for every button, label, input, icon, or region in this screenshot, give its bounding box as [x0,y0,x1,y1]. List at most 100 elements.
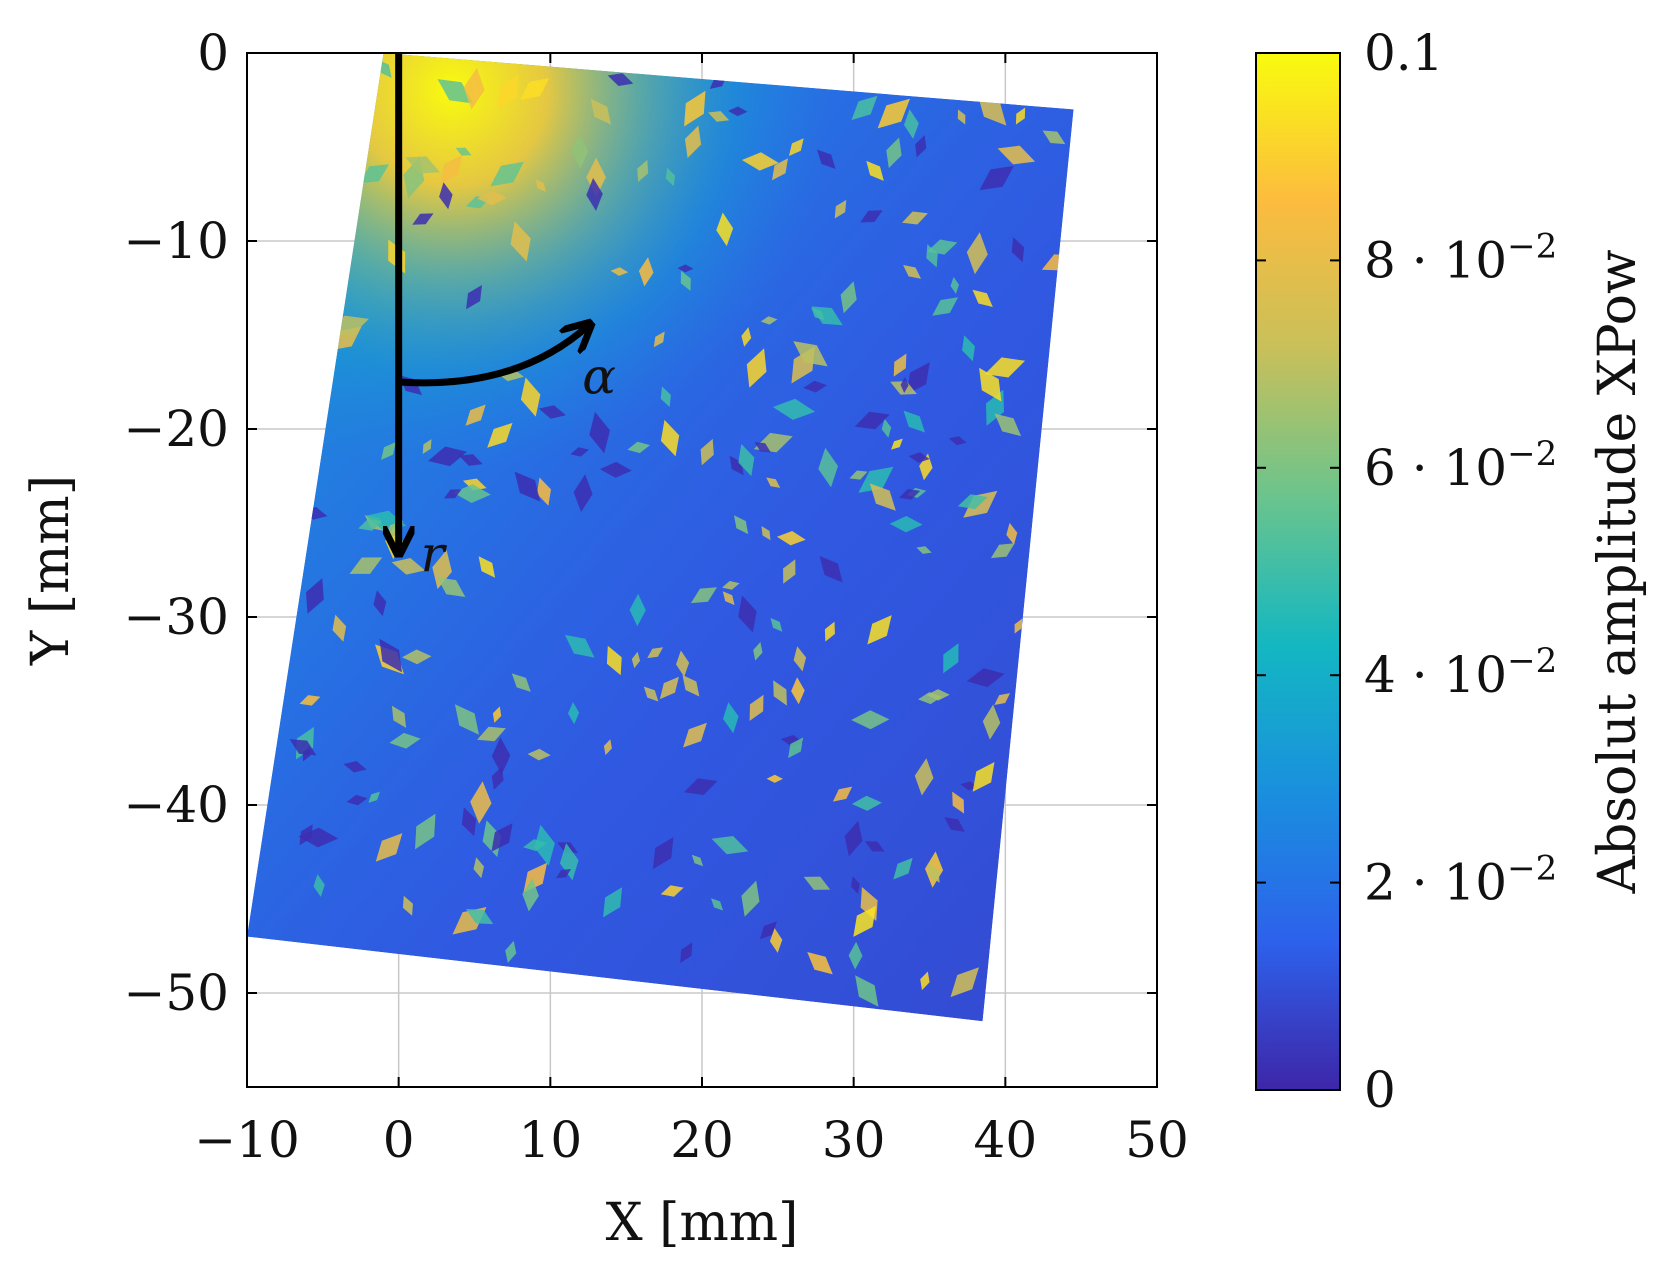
speckle-peak [477,190,507,206]
speckle-peak [492,706,502,723]
colorbar-tick-label: 4 · 10−2 [1364,641,1557,704]
speckle-peak [306,578,324,614]
speckle-peak [1006,522,1018,545]
speckle-peak [729,455,744,476]
speckle-peak [523,839,547,852]
x-tick-label: 10 [519,1111,583,1169]
speckle-peak [358,518,382,531]
speckle-peak [505,940,517,963]
speckle-peak [889,516,923,533]
speckle-peak [853,905,877,937]
speckle-peak [391,705,407,728]
speckle-peak [904,109,919,139]
speckle-peak [734,515,749,535]
speckle-peak [914,758,934,796]
speckle-peak [997,145,1036,165]
speckle-peak [994,413,1022,437]
speckle-peak [684,125,702,158]
speckle-peak [753,642,763,661]
speckle-peak [927,239,958,255]
speckle-peak [944,817,965,832]
colorbar-tick-label: 6 · 10−2 [1364,434,1557,497]
speckle-peak [943,643,959,674]
speckle-peak [818,447,838,488]
speckle-peak [683,722,707,748]
speckle-peak [606,645,622,676]
axis-ticks: −10 0 10 20 30 40 50 0 −10 −20 −30 −40 −50 [123,24,1188,1169]
speckle-peak [302,746,311,762]
speckle-peak [455,147,472,156]
speckle-peak [851,710,890,730]
speckle-peak [915,135,927,158]
speckle-peak [858,466,894,493]
speckle-peak [497,74,519,109]
speckle-peak [477,726,506,742]
speckle-peak [903,265,921,279]
speckle-peak [834,199,847,219]
speckle-peak [776,531,806,546]
speckle-peak [298,827,339,848]
speckle-peak [746,348,767,388]
speckle-peak [522,878,539,912]
speckle-peak [893,857,913,880]
speckle-peak [769,928,783,953]
speckle-peak [770,618,783,632]
speckle-peak [589,411,610,454]
r-label: r [421,525,448,583]
speckle-peak [313,874,325,897]
speckle-peak [722,581,740,590]
speckle-peak [559,843,579,881]
speckle-peak [564,634,595,658]
speckle-peak [415,813,436,850]
speckle-peak [677,264,694,273]
speckle-peak [571,134,589,169]
speckle-peak [854,411,890,430]
speckle-peak [957,494,988,510]
colorbar-label: Absolut amplitude XPow [1588,250,1648,895]
speckle-peak [848,941,863,970]
speckle-peak [359,164,390,184]
speckle-peak [789,138,804,156]
speckle-peak [391,558,425,575]
speckle-peak [665,167,675,187]
speckle-peak [962,335,975,362]
speckle-peak [803,876,831,890]
speckle-peak [527,748,551,761]
speckle-peak [465,404,486,426]
speckle-peak [454,704,479,735]
speckle-peak [840,281,857,314]
speckle-peak [660,885,684,897]
speckle-peak [927,863,940,883]
speckle-peak [761,526,771,541]
y-tick-label: −40 [123,776,229,834]
speckle-peak [926,689,950,701]
speckle-peak [510,221,531,262]
speckle-peak [680,270,691,291]
speckle-peak [428,446,468,467]
speckle-peak [1042,130,1066,145]
speckle-peak [437,577,466,597]
speckle-peak [869,483,896,511]
x-tick-label: 0 [383,1111,415,1169]
speckle-peak [741,880,760,917]
surface-speckles [289,59,1074,1007]
speckle-peak [368,791,380,803]
speckle-peak [607,73,634,86]
colorbar-tick-label: 8 · 10−2 [1364,226,1557,289]
speckle-peak [807,952,833,975]
alpha-label: α [582,348,616,406]
speckle-peak [844,820,863,857]
speckle-peak [728,106,748,117]
speckle-peak [389,732,421,749]
speckle-peak [867,615,892,645]
speckle-peak [570,447,589,457]
speckle-peak [722,591,735,606]
speckle-peak [676,650,690,677]
speckle-peak [811,307,825,321]
speckle-peak [487,422,513,448]
colorbar-ticks: 0 2 · 10−2 4 · 10−2 6 · 10−2 8 · 10−2 0.1 [1256,24,1557,1119]
speckle-peak [439,182,453,210]
speckle-peak [791,677,805,705]
speckle-peak [760,316,778,325]
